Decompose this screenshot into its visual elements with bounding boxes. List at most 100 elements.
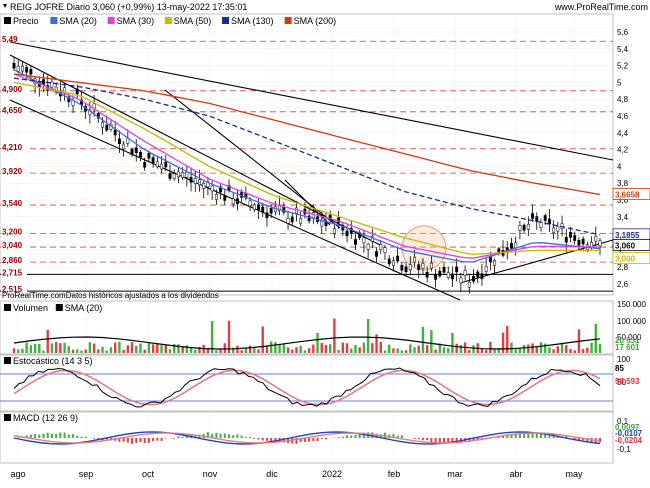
price-bar-body xyxy=(477,272,479,277)
volume-bar xyxy=(434,350,436,353)
macd-hist-bar xyxy=(127,438,129,442)
price-bar-body xyxy=(401,265,403,270)
price-bar-body xyxy=(481,274,483,279)
volume-bar xyxy=(143,350,145,353)
volume-bar xyxy=(304,350,306,353)
volume-bar xyxy=(367,319,369,353)
legend-swatch xyxy=(50,17,57,24)
macd-hist-bar xyxy=(599,438,601,442)
volume-bar xyxy=(481,349,483,353)
level-label: 2,715 xyxy=(2,268,23,277)
legend-label: MACD (12 26 9) xyxy=(13,413,78,423)
volume-axis-tick: 100 000 xyxy=(617,317,646,326)
level-label: 3,200 xyxy=(2,228,23,237)
volume-bar xyxy=(485,350,487,353)
macd-hist-bar xyxy=(308,438,310,442)
volume-bar xyxy=(358,347,360,353)
price-bar-body xyxy=(582,239,584,244)
legend-label: SMA (30) xyxy=(117,16,155,26)
x-axis-label: mar xyxy=(447,469,463,479)
price-bar-body xyxy=(249,201,251,206)
macd-hist-bar xyxy=(161,438,163,441)
price-bar-body xyxy=(203,183,205,188)
price-bar-body xyxy=(354,239,356,244)
legend-label: SMA (20) xyxy=(59,16,97,26)
price-bar-body xyxy=(131,149,133,154)
price-bar-body xyxy=(299,219,301,224)
macd-hist-bar xyxy=(228,434,230,438)
volume-bar xyxy=(17,349,19,353)
price-bar-body xyxy=(548,219,550,224)
volume-bar xyxy=(337,350,339,353)
price-bar-body xyxy=(333,228,335,233)
volume-bar xyxy=(519,348,521,353)
macd-hist-bar xyxy=(346,435,348,438)
volume-bar xyxy=(122,350,124,353)
price-tag: 3,6658 xyxy=(615,190,640,199)
volume-bar xyxy=(405,350,407,353)
price-bar-body xyxy=(114,130,116,135)
price-bar-body xyxy=(177,172,179,177)
volume-bar xyxy=(401,350,403,353)
price-bar-body xyxy=(527,224,529,229)
price-tag: 3,000 xyxy=(615,254,636,263)
macd-hist-bar xyxy=(262,438,264,440)
price-bar-body xyxy=(464,271,466,276)
macd-hist-bar xyxy=(536,433,538,438)
price-axis-tick: 5,4 xyxy=(617,45,629,54)
volume-bar xyxy=(63,343,65,353)
level-label: 2,860 xyxy=(2,256,23,265)
price-bar-body xyxy=(367,244,369,249)
price-bar-body xyxy=(25,67,27,72)
macd-hist-bar xyxy=(30,435,32,438)
legend-label: SMA (130) xyxy=(231,16,274,26)
volume-bar xyxy=(346,343,348,353)
macd-hist-bar xyxy=(156,438,158,441)
volume-bar xyxy=(468,350,470,353)
macd-hist-bar xyxy=(177,436,179,438)
volume-bar xyxy=(354,345,356,353)
macd-hist-bar xyxy=(430,438,432,442)
volume-bar xyxy=(207,349,209,353)
price-bar-body xyxy=(17,66,19,71)
macd-hist-bar xyxy=(232,435,234,438)
macd-hist-bar xyxy=(139,438,141,442)
volume-bar xyxy=(388,345,390,353)
volume-bar xyxy=(557,346,559,353)
volume-bar xyxy=(321,343,323,353)
price-tag: 3,1855 xyxy=(615,231,640,240)
volume-bar xyxy=(270,341,272,353)
x-axis-label: oct xyxy=(142,469,155,479)
price-axis-tick: 4,4 xyxy=(617,129,629,138)
volume-bar xyxy=(548,347,550,353)
level-label: 3,540 xyxy=(2,199,23,208)
volume-bar xyxy=(287,347,289,353)
volume-bar xyxy=(169,349,171,353)
legend-label: Precio xyxy=(13,16,39,26)
price-bar-body xyxy=(186,172,188,177)
volume-bar xyxy=(89,342,91,353)
macd-hist-bar xyxy=(93,438,95,439)
price-bar-body xyxy=(152,158,154,163)
macd-hist-bar xyxy=(131,438,133,444)
volume-bar xyxy=(329,344,331,353)
price-panel[interactable] xyxy=(0,14,613,295)
volume-bar xyxy=(228,321,230,353)
brand-link[interactable]: www.ProRealTime.com xyxy=(554,2,648,12)
volume-bar xyxy=(106,351,108,353)
volume-bar xyxy=(165,345,167,353)
price-bar-body xyxy=(253,205,255,210)
macd-hist-bar xyxy=(43,434,45,438)
volume-bar xyxy=(451,333,453,353)
macd-hist-bar xyxy=(72,434,74,438)
volume-bar xyxy=(118,342,120,353)
volume-bar xyxy=(148,342,150,353)
volume-bar xyxy=(51,343,53,353)
volume-bar xyxy=(21,349,23,353)
volume-bar xyxy=(97,349,99,353)
price-bar-body xyxy=(388,259,390,264)
volume-bar xyxy=(599,344,601,353)
volume-bar xyxy=(55,342,57,353)
volume-bar xyxy=(561,343,563,353)
volume-bar xyxy=(574,350,576,353)
